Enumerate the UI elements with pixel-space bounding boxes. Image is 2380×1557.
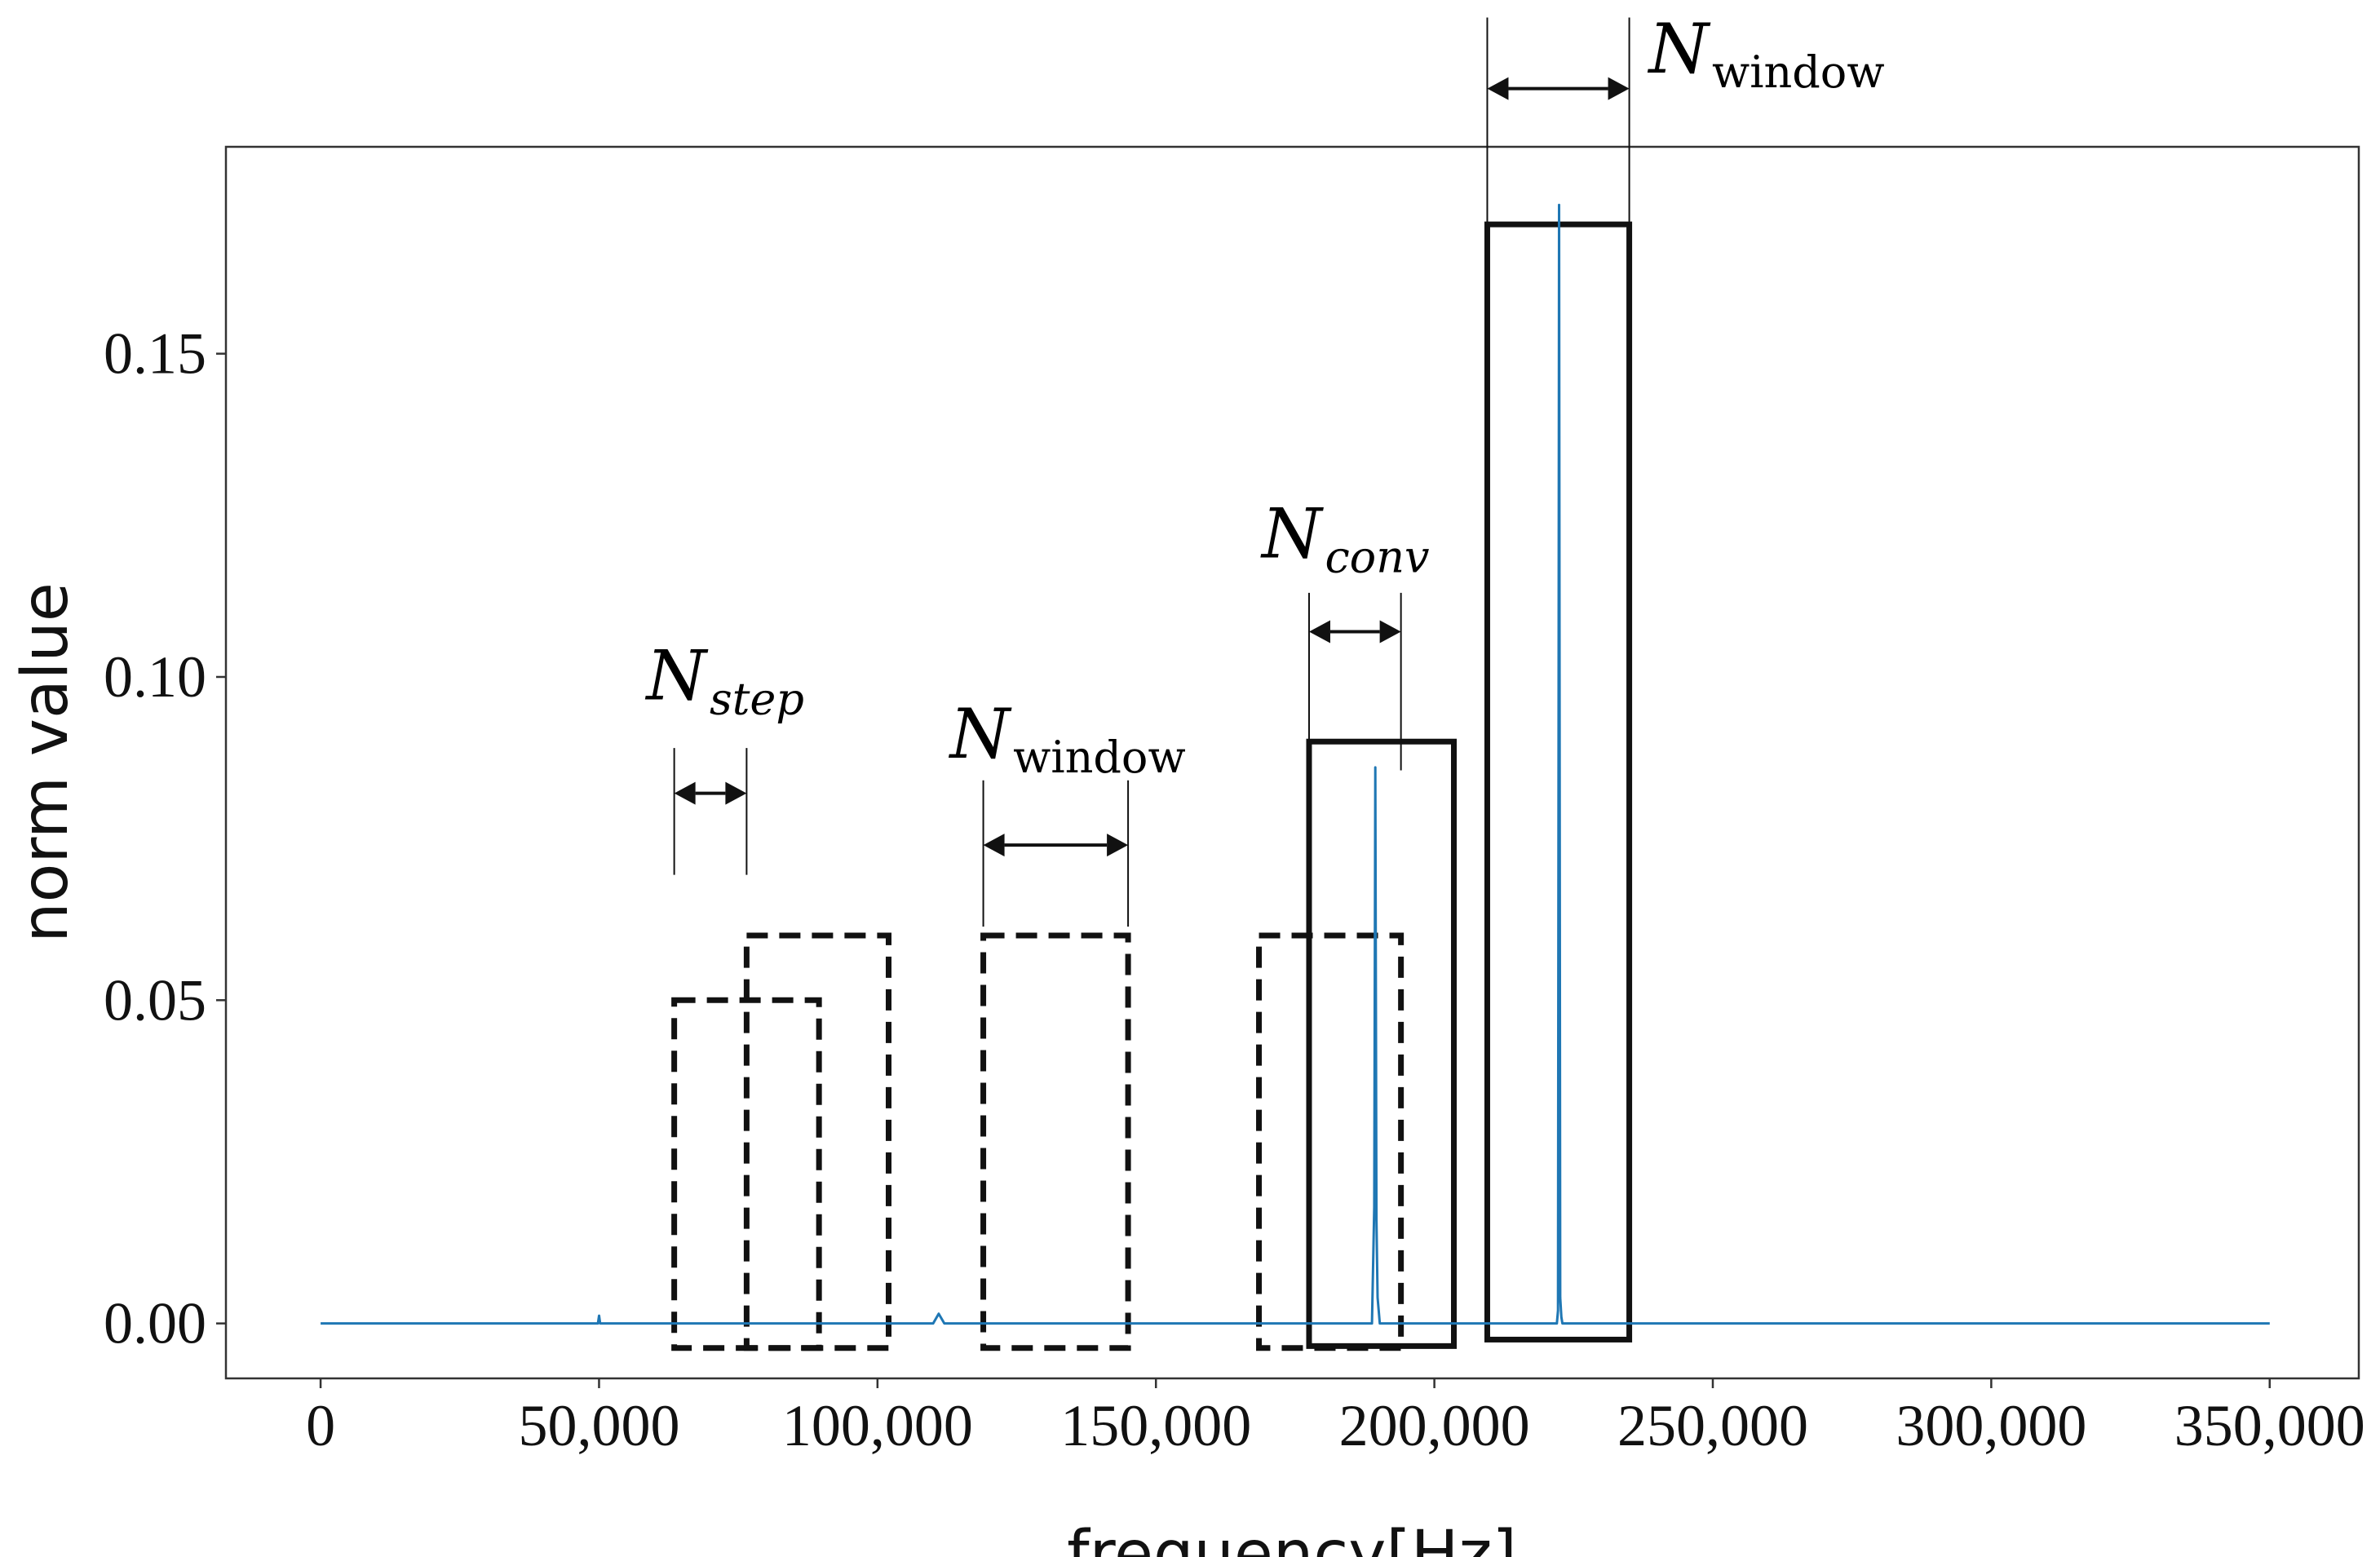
x-tick-label: 0	[306, 1393, 335, 1458]
y-tick-label: 0.05	[104, 967, 206, 1033]
series-group	[321, 203, 2270, 1325]
window-boxes	[671, 221, 1633, 1351]
width-arrows	[673, 17, 1630, 927]
x-tick-label: 50,000	[518, 1393, 679, 1458]
x-tick-label: 100,000	[782, 1393, 973, 1458]
arrow-head-right	[1107, 834, 1129, 857]
annotation-label: Nstep	[644, 636, 803, 725]
plot-area-frame	[224, 145, 2360, 1380]
y-tick-label: 0.15	[104, 321, 206, 387]
dashed-window-box	[980, 932, 1131, 1351]
dashed-window-box	[743, 932, 891, 1351]
x-axis-ticks: 0 50,000 100,000 150,000 200,000 250,000 300,0…	[306, 1378, 2365, 1458]
arrow-head-right	[1608, 77, 1630, 100]
x-tick-label: 150,000	[1060, 1393, 1251, 1458]
y-axis-label: norm value	[9, 582, 82, 943]
y-tick-label: 0.10	[104, 644, 206, 710]
width-arrow	[673, 748, 748, 875]
annotation-label-main: N	[949, 694, 1012, 774]
annotation-label-subscript: window	[1013, 732, 1186, 783]
x-axis-label: frequency[Hz]	[1067, 1518, 1517, 1557]
width-arrow	[1486, 17, 1630, 228]
y-tick-label: 0.00	[104, 1291, 206, 1356]
width-arrow	[982, 780, 1130, 927]
annotation-label-main: N	[644, 636, 708, 716]
annotation-label: Nwindow	[1647, 9, 1884, 98]
arrow-head-left	[1487, 77, 1509, 100]
y-axis-ticks: 0.00 0.05 0.10 0.15	[104, 321, 226, 1356]
arrow-head-left	[1308, 620, 1330, 644]
annotation-label-main: N	[1647, 9, 1710, 89]
x-tick-label: 250,000	[1617, 1393, 1808, 1458]
arrow-head-left	[674, 781, 696, 805]
x-tick-label: 300,000	[1896, 1393, 2086, 1458]
arrow-head-right	[725, 781, 747, 805]
annotation-label-subscript: window	[1712, 46, 1885, 98]
x-tick-label: 200,000	[1339, 1393, 1530, 1458]
annotation-label: Nwindow	[949, 694, 1186, 783]
arrow-head-left	[983, 834, 1005, 857]
annotation-label-main: N	[1260, 493, 1324, 573]
x-tick-label: 350,000	[2174, 1393, 2365, 1458]
dashed-window-box	[1256, 932, 1405, 1351]
width-arrow	[1307, 592, 1402, 771]
series-line	[321, 203, 2270, 1325]
solid-window-box	[1306, 738, 1458, 1349]
arrow-head-right	[1379, 620, 1401, 644]
annotation-label-subscript: step	[710, 674, 804, 725]
annotation-label-subscript: conv	[1325, 531, 1429, 582]
annotation-label: Nconv	[1260, 493, 1430, 582]
